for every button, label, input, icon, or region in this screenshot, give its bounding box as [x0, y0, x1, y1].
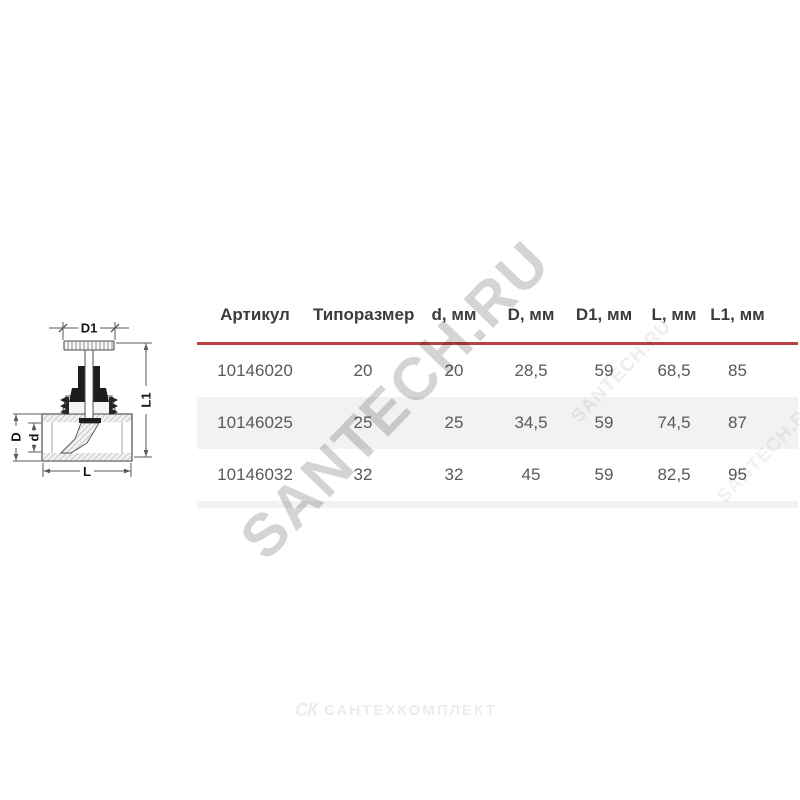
- dim-label-bg: [80, 464, 94, 478]
- cell: 25: [353, 413, 373, 432]
- arrowhead: [143, 343, 149, 350]
- santehkomplekt-logo-icon: СК: [295, 700, 318, 720]
- cell: 82,5: [657, 465, 691, 484]
- cell: 32: [353, 465, 373, 484]
- table-row: 10146025 25 25 34,5 59 74,5 87: [197, 397, 798, 449]
- column-header: L, мм: [651, 305, 697, 324]
- header-divider-rule: [197, 342, 798, 345]
- cell: 74,5: [657, 413, 691, 432]
- arrowhead: [13, 414, 19, 421]
- dim-label-bg: [78, 320, 100, 336]
- cell: 95: [728, 465, 747, 484]
- cell: 28,5: [514, 361, 548, 380]
- valve-seat: [79, 418, 101, 423]
- dim-label-L: L: [83, 464, 91, 479]
- cell: 68,5: [657, 361, 691, 380]
- valve-handwheel: [63, 340, 115, 351]
- cell: 34,5: [514, 413, 548, 432]
- arrowhead: [13, 454, 19, 461]
- dim-label-d: d: [27, 433, 42, 441]
- cell-article: 10146032: [217, 465, 293, 484]
- table-header-row: Артикул Типоразмер d, мм D, мм D1, мм L,…: [197, 288, 798, 342]
- column-header: L1, мм: [710, 305, 765, 324]
- arrowhead: [31, 423, 37, 430]
- cell: 45: [521, 465, 541, 484]
- valve-diagram: D1 L1 D d: [9, 320, 154, 479]
- column-header: Артикул: [220, 305, 290, 324]
- column-header: D1, мм: [575, 305, 633, 324]
- dim-label-bg: [27, 431, 40, 444]
- cell: 25: [444, 413, 464, 432]
- column-header: D, мм: [507, 305, 555, 324]
- valve-stem: [84, 349, 94, 421]
- arrowhead: [143, 450, 149, 457]
- cell-article: 10146020: [217, 361, 293, 380]
- arrowhead: [43, 468, 50, 474]
- table-row: 10146020 20 20 28,5 59 68,5 85: [197, 345, 798, 397]
- dim-label-bg: [9, 426, 23, 448]
- column-header: d, мм: [431, 305, 477, 324]
- cell: 32: [444, 465, 464, 484]
- cell: 59: [594, 361, 614, 380]
- dim-label-D: D: [9, 432, 24, 441]
- cell: 59: [594, 413, 614, 432]
- dim-label-d1: D1: [81, 321, 98, 336]
- cell: 20: [353, 361, 373, 380]
- cell-article: 10146025: [217, 413, 293, 432]
- cell: 20: [444, 361, 464, 380]
- dimensions-table: Артикул Типоразмер d, мм D, мм D1, мм L,…: [197, 288, 798, 508]
- footer-brand-label: САНТЕХКОМПЛЕКТ: [324, 702, 497, 719]
- footer-brand: СК САНТЕХКОМПЛЕКТ: [295, 700, 497, 721]
- dim-label-bg: [139, 386, 153, 414]
- cell: 87: [728, 413, 747, 432]
- table-row: 10146032 32 32 45 59 82,5 95: [197, 449, 798, 501]
- arrowhead: [124, 468, 131, 474]
- cell: 59: [594, 465, 614, 484]
- column-header: Типоразмер: [313, 305, 415, 324]
- cell: 85: [728, 361, 747, 380]
- table-bottom-strip: [197, 501, 798, 508]
- arrowhead: [31, 445, 37, 452]
- dim-label-l1: L1: [139, 392, 154, 407]
